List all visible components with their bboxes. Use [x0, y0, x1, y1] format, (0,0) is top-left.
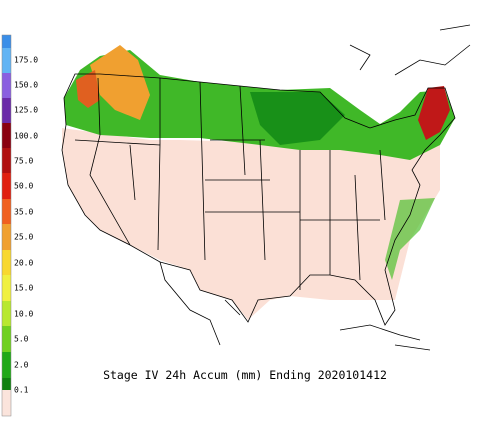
color-band	[2, 173, 11, 199]
color-band	[2, 275, 11, 301]
precip-moderate	[250, 92, 345, 145]
colorbar-label: 25.0	[14, 233, 33, 242]
state-borders	[74, 77, 386, 290]
colorbar-frame	[1, 34, 12, 417]
colorbar	[1, 34, 12, 417]
colorbar-labels: 175.0 150.0 125.0 100.0 75.0 50.0 35.0 25.0 20.0…	[14, 56, 38, 395]
color-band	[2, 98, 11, 123]
precip-area	[62, 128, 440, 320]
colorbar-label: 0.1	[14, 386, 29, 395]
colorbar-label: 2.0	[14, 361, 29, 370]
color-band	[2, 390, 11, 416]
color-band	[2, 326, 11, 352]
color-band	[2, 301, 11, 326]
color-band	[2, 35, 11, 48]
colorbar-label: 5.0	[14, 335, 29, 344]
color-band	[2, 378, 11, 390]
colorbar-label: 15.0	[14, 284, 33, 293]
colorbar-label: 175.0	[14, 56, 38, 65]
colorbar-label: 35.0	[14, 208, 33, 217]
color-band	[2, 48, 11, 73]
colorbar-label: 75.0	[14, 157, 33, 166]
color-band	[2, 123, 11, 148]
color-band	[2, 224, 11, 250]
color-band	[2, 352, 11, 378]
precip-heavy	[90, 45, 150, 120]
colorbar-label: 100.0	[14, 132, 38, 141]
map-title: Stage IV 24h Accum (mm) Ending 202010141…	[103, 368, 387, 382]
colorbar-label: 20.0	[14, 259, 33, 268]
color-band	[2, 199, 11, 224]
caribbean-coast	[339, 324, 431, 351]
color-band	[2, 250, 11, 275]
color-band	[2, 148, 11, 173]
precip-heavy	[76, 70, 100, 108]
colorbar-label: 10.0	[14, 310, 33, 319]
mexico-border	[159, 261, 241, 346]
precip-light	[385, 198, 435, 280]
color-band	[2, 73, 11, 98]
precip-heavy	[418, 86, 450, 140]
colorbar-label: 50.0	[14, 182, 33, 191]
colorbar-label: 150.0	[14, 81, 38, 90]
colorbar-label: 125.0	[14, 106, 38, 115]
canada-coast	[349, 24, 471, 76]
